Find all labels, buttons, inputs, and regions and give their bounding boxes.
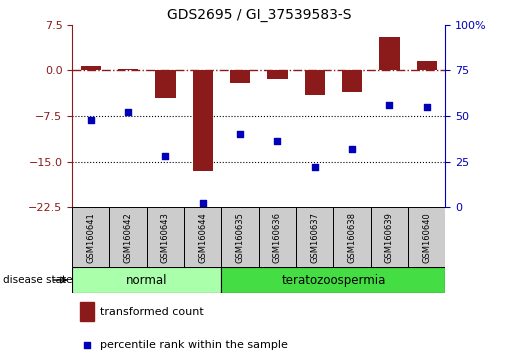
Point xyxy=(199,201,207,206)
Text: GSM160636: GSM160636 xyxy=(273,212,282,263)
Bar xyxy=(334,207,371,267)
Text: GSM160644: GSM160644 xyxy=(198,212,207,263)
Bar xyxy=(80,66,101,70)
Text: normal: normal xyxy=(126,274,167,286)
Bar xyxy=(79,302,94,321)
Bar xyxy=(118,69,139,70)
Bar xyxy=(184,207,221,267)
Text: GSM160639: GSM160639 xyxy=(385,212,394,263)
Text: GSM160641: GSM160641 xyxy=(87,212,95,263)
Bar xyxy=(259,207,296,267)
Text: GSM160635: GSM160635 xyxy=(236,212,245,263)
Bar xyxy=(155,70,176,98)
Text: GSM160638: GSM160638 xyxy=(348,212,356,263)
Point xyxy=(124,109,132,115)
Bar xyxy=(379,37,400,70)
Text: GSM160642: GSM160642 xyxy=(124,212,132,263)
Text: teratozoospermia: teratozoospermia xyxy=(281,274,386,286)
Bar xyxy=(221,207,259,267)
Point xyxy=(385,102,393,108)
Text: disease state: disease state xyxy=(3,275,72,285)
Bar xyxy=(230,70,250,82)
Bar xyxy=(110,207,147,267)
Bar xyxy=(417,61,437,70)
Point xyxy=(82,342,91,348)
Bar xyxy=(193,70,213,171)
Text: GSM160637: GSM160637 xyxy=(311,212,319,263)
Bar xyxy=(267,70,288,80)
Bar xyxy=(296,207,334,267)
Text: GSM160643: GSM160643 xyxy=(161,212,170,263)
Bar xyxy=(72,267,221,293)
Point xyxy=(311,164,319,170)
Point xyxy=(273,139,282,144)
Point xyxy=(236,131,244,137)
Point xyxy=(161,153,169,159)
Bar xyxy=(371,207,408,267)
Bar xyxy=(147,207,184,267)
Point xyxy=(87,117,95,122)
Bar xyxy=(304,70,325,95)
Bar xyxy=(342,70,363,92)
Bar xyxy=(408,207,445,267)
Point xyxy=(423,104,431,110)
Point xyxy=(348,146,356,152)
Bar xyxy=(72,207,109,267)
Bar xyxy=(221,267,445,293)
Text: GSM160640: GSM160640 xyxy=(422,212,431,263)
Title: GDS2695 / GI_37539583-S: GDS2695 / GI_37539583-S xyxy=(166,8,351,22)
Text: transformed count: transformed count xyxy=(100,307,204,316)
Text: percentile rank within the sample: percentile rank within the sample xyxy=(100,340,288,350)
